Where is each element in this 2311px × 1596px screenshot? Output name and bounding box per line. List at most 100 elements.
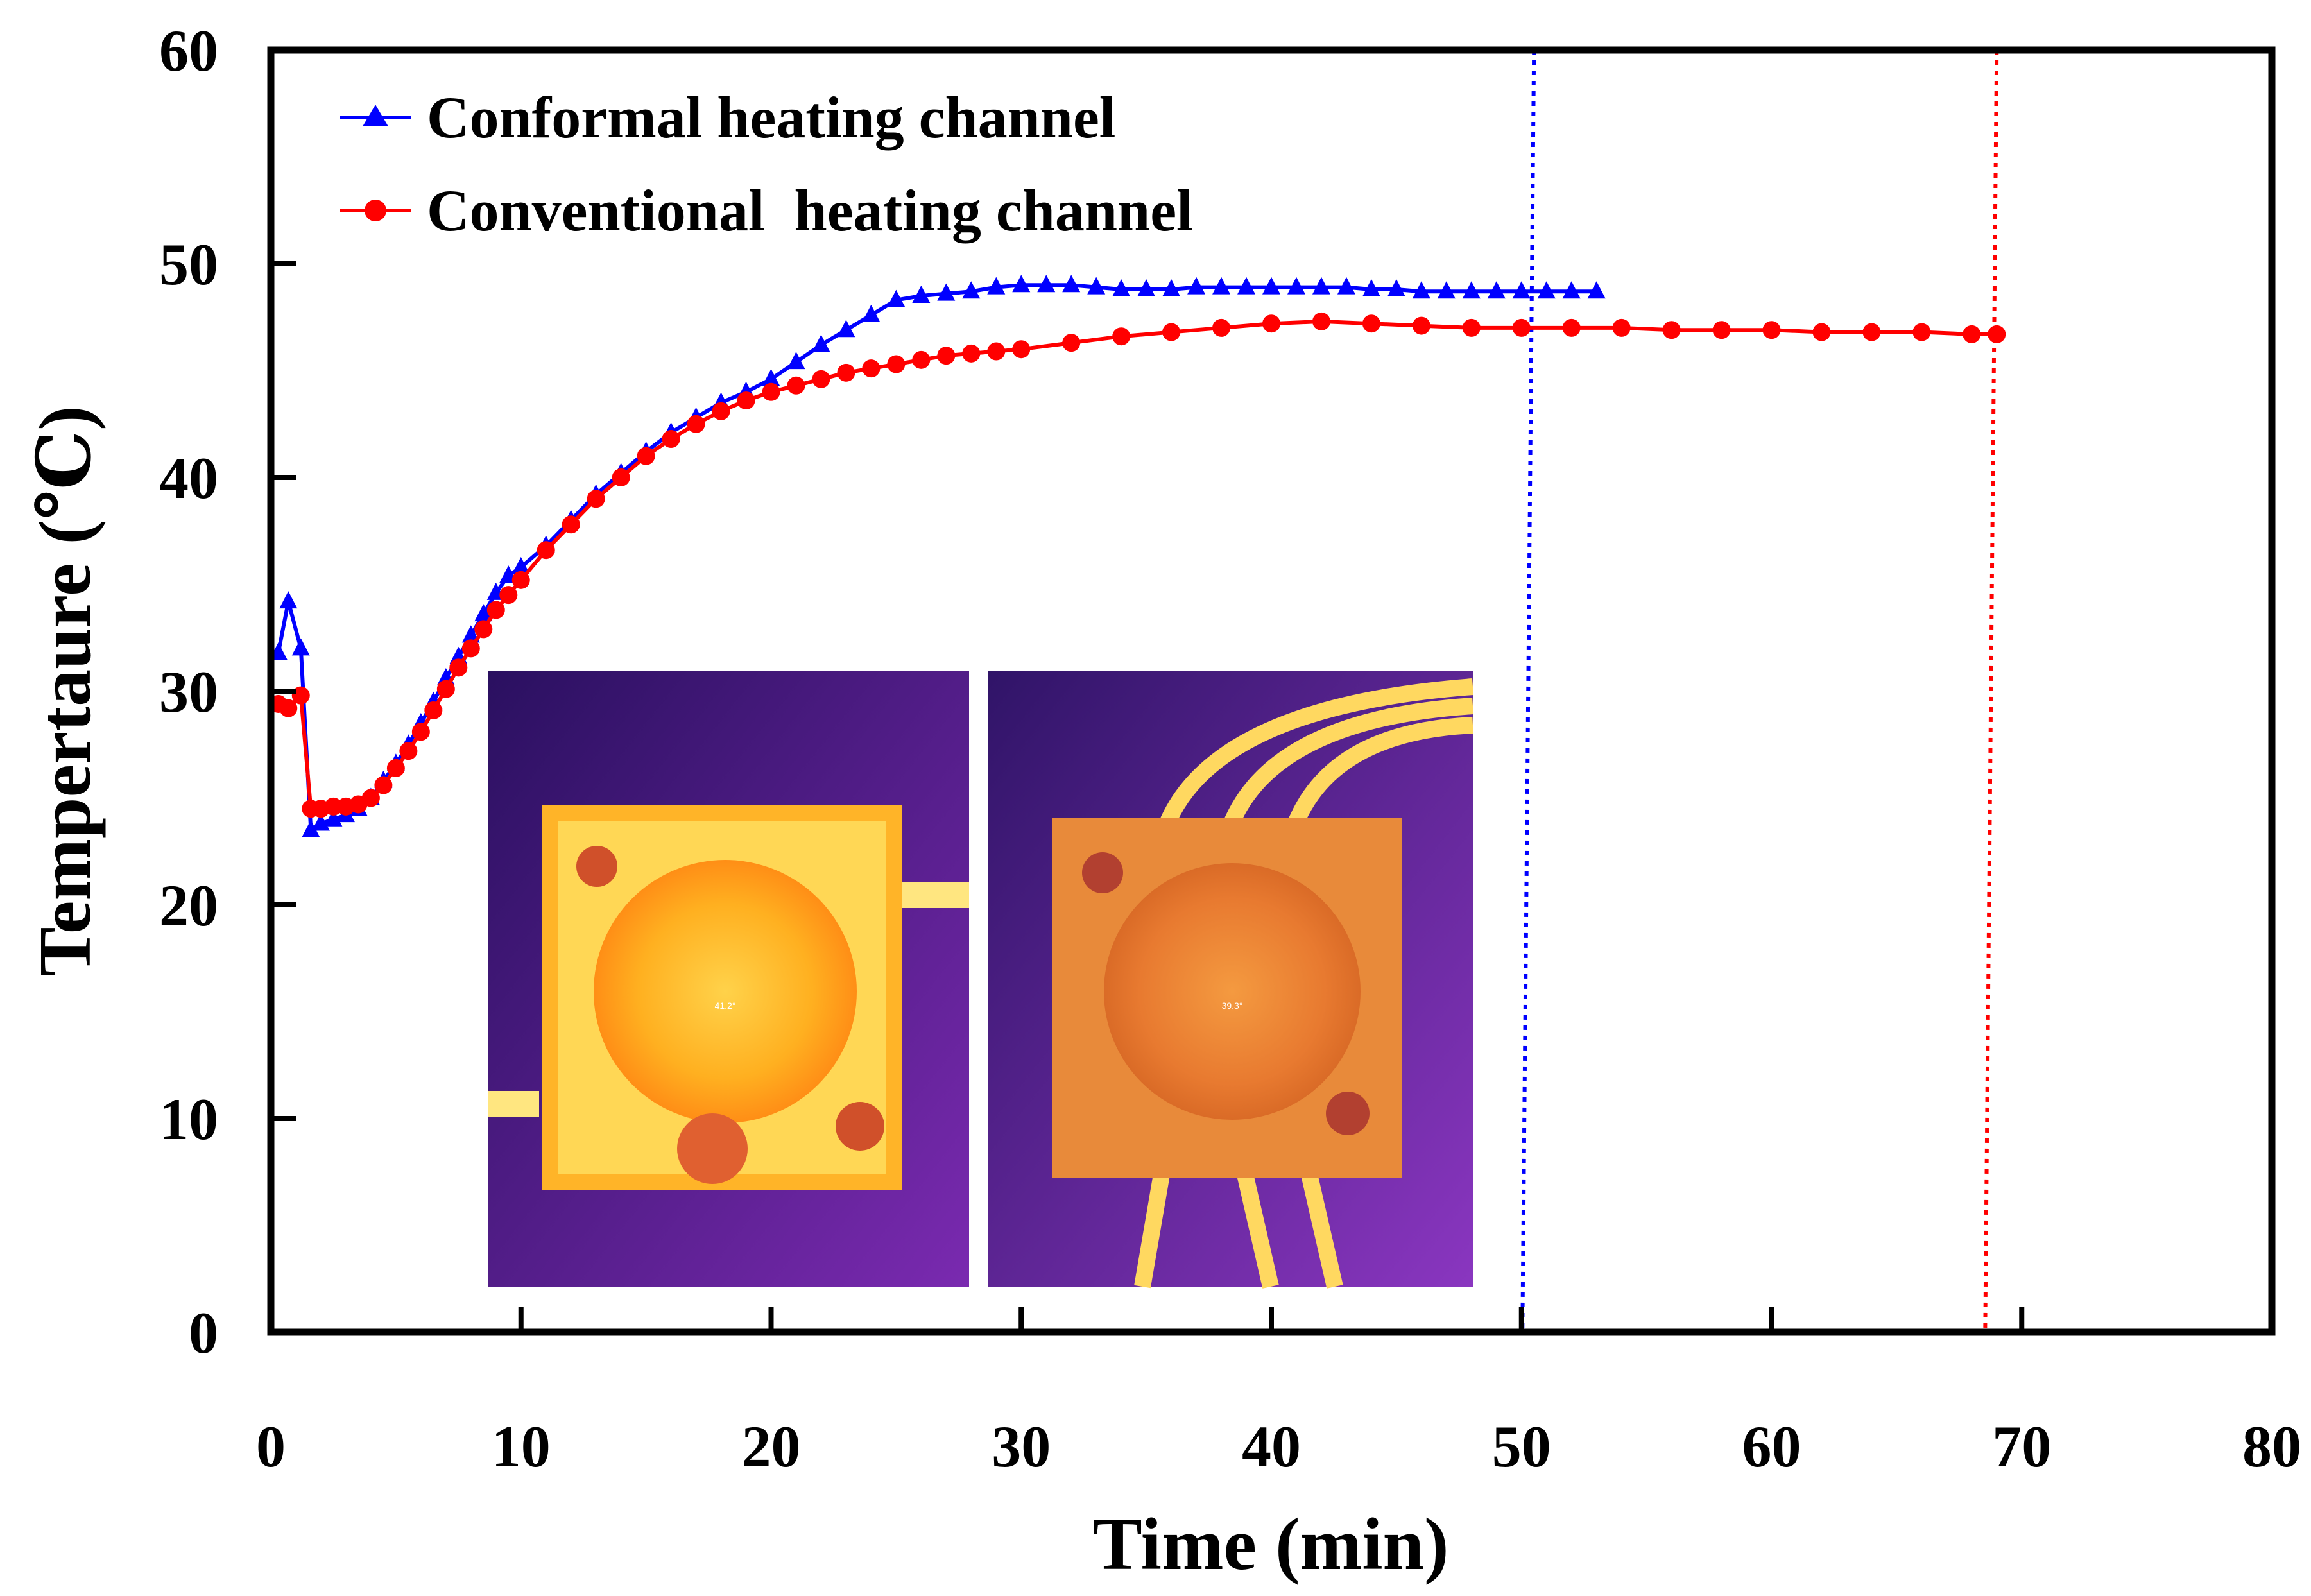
legend-label-conventional: Conventional heating channel [427, 178, 1193, 243]
data-point [1237, 277, 1256, 295]
data-point [762, 368, 780, 386]
data-point [562, 515, 580, 534]
data-point [1462, 281, 1481, 299]
data-point [1312, 312, 1330, 330]
data-point [1287, 277, 1305, 295]
legend-item-conventional: Conventional heating channel [340, 178, 1193, 243]
right-temperature-readout: 39.3° [1222, 1000, 1243, 1011]
data-point [812, 334, 830, 352]
y-tick-label: 10 [159, 1086, 218, 1152]
data-point [499, 586, 518, 605]
data-point [587, 490, 605, 508]
data-point [474, 604, 493, 622]
data-point [449, 658, 468, 677]
data-point [324, 797, 343, 816]
y-tick-label: 0 [189, 1300, 218, 1366]
x-axis-title: Time (min) [1092, 1504, 1448, 1586]
data-point [1412, 281, 1430, 299]
data-point [1262, 314, 1280, 333]
x-tick-label: 60 [1742, 1414, 1801, 1479]
data-point [1612, 318, 1631, 337]
legend: Conformal heating channel Conventional h… [340, 85, 1193, 243]
data-point [1587, 281, 1606, 299]
data-point [662, 430, 680, 449]
data-point [1162, 279, 1181, 296]
data-point [1262, 277, 1280, 295]
data-point [1112, 327, 1131, 346]
data-point [361, 789, 380, 807]
data-point [537, 541, 555, 560]
data-point [291, 638, 310, 656]
data-point [787, 352, 805, 370]
data-point [411, 723, 430, 741]
data-point [1562, 281, 1581, 299]
data-point [837, 320, 855, 338]
data-point [486, 601, 505, 619]
data-point [1212, 277, 1231, 295]
data-point [1912, 323, 1931, 341]
data-point [1037, 275, 1056, 293]
thermal-inset-left: 41.2° [488, 671, 969, 1287]
x-tick-label: 50 [1492, 1414, 1551, 1479]
data-point [511, 556, 530, 574]
data-point [461, 639, 480, 658]
y-tick-label: 50 [159, 232, 218, 297]
legend-marker-conformal [363, 105, 388, 126]
data-point [1988, 325, 2006, 343]
data-point [612, 468, 630, 486]
data-point [1337, 277, 1355, 295]
data-point [1662, 321, 1681, 339]
y-tick-label: 60 [159, 18, 218, 83]
data-point [912, 285, 931, 303]
x-tick-label: 10 [492, 1414, 551, 1479]
data-point [937, 347, 956, 365]
data-point [399, 742, 418, 760]
data-point [887, 355, 906, 373]
data-point [1562, 318, 1581, 337]
data-point [302, 819, 320, 837]
data-point [1512, 318, 1531, 337]
reference-line-2 [1983, 49, 1999, 1333]
x-tick-label: 70 [1992, 1414, 2051, 1479]
data-point [687, 415, 705, 433]
y-tick-label: 30 [159, 659, 218, 725]
data-point [812, 370, 830, 388]
data-point [762, 382, 780, 401]
thermal-inset-right: 39.3° [988, 671, 1473, 1289]
reference-line-1 [1520, 49, 1536, 1333]
data-point [279, 699, 298, 717]
data-point [862, 359, 881, 378]
data-point [1712, 321, 1731, 339]
data-point [962, 344, 981, 363]
left-temperature-readout: 41.2° [715, 1000, 736, 1011]
x-tick-label: 20 [742, 1414, 801, 1479]
x-tick-label: 30 [992, 1414, 1051, 1479]
data-point [1012, 275, 1031, 293]
data-point [1062, 275, 1081, 293]
y-tick-label: 20 [159, 873, 218, 938]
y-axis-title: Tempertaure (℃) [24, 406, 107, 977]
data-point [1312, 277, 1330, 295]
data-point [1437, 281, 1456, 299]
data-point [511, 571, 530, 589]
data-point [1137, 279, 1156, 296]
data-point [937, 283, 956, 301]
x-tick-label: 80 [2242, 1414, 2301, 1479]
data-point [1212, 318, 1231, 337]
data-point [912, 350, 931, 369]
data-point [1387, 279, 1405, 296]
data-point [1162, 323, 1181, 341]
y-tick-label: 40 [159, 445, 218, 511]
data-point [837, 363, 855, 382]
data-point [1362, 314, 1380, 333]
data-point [1862, 323, 1881, 341]
data-point [1362, 279, 1380, 296]
data-point [424, 701, 443, 719]
legend-label-conformal: Conformal heating channel [427, 85, 1115, 150]
data-point [436, 680, 455, 698]
data-point [862, 304, 881, 322]
chart-axes: 0 10 20 30 40 50 60 70 80 0 10 20 30 40 50 60 [159, 18, 2301, 1479]
data-point [987, 342, 1006, 361]
